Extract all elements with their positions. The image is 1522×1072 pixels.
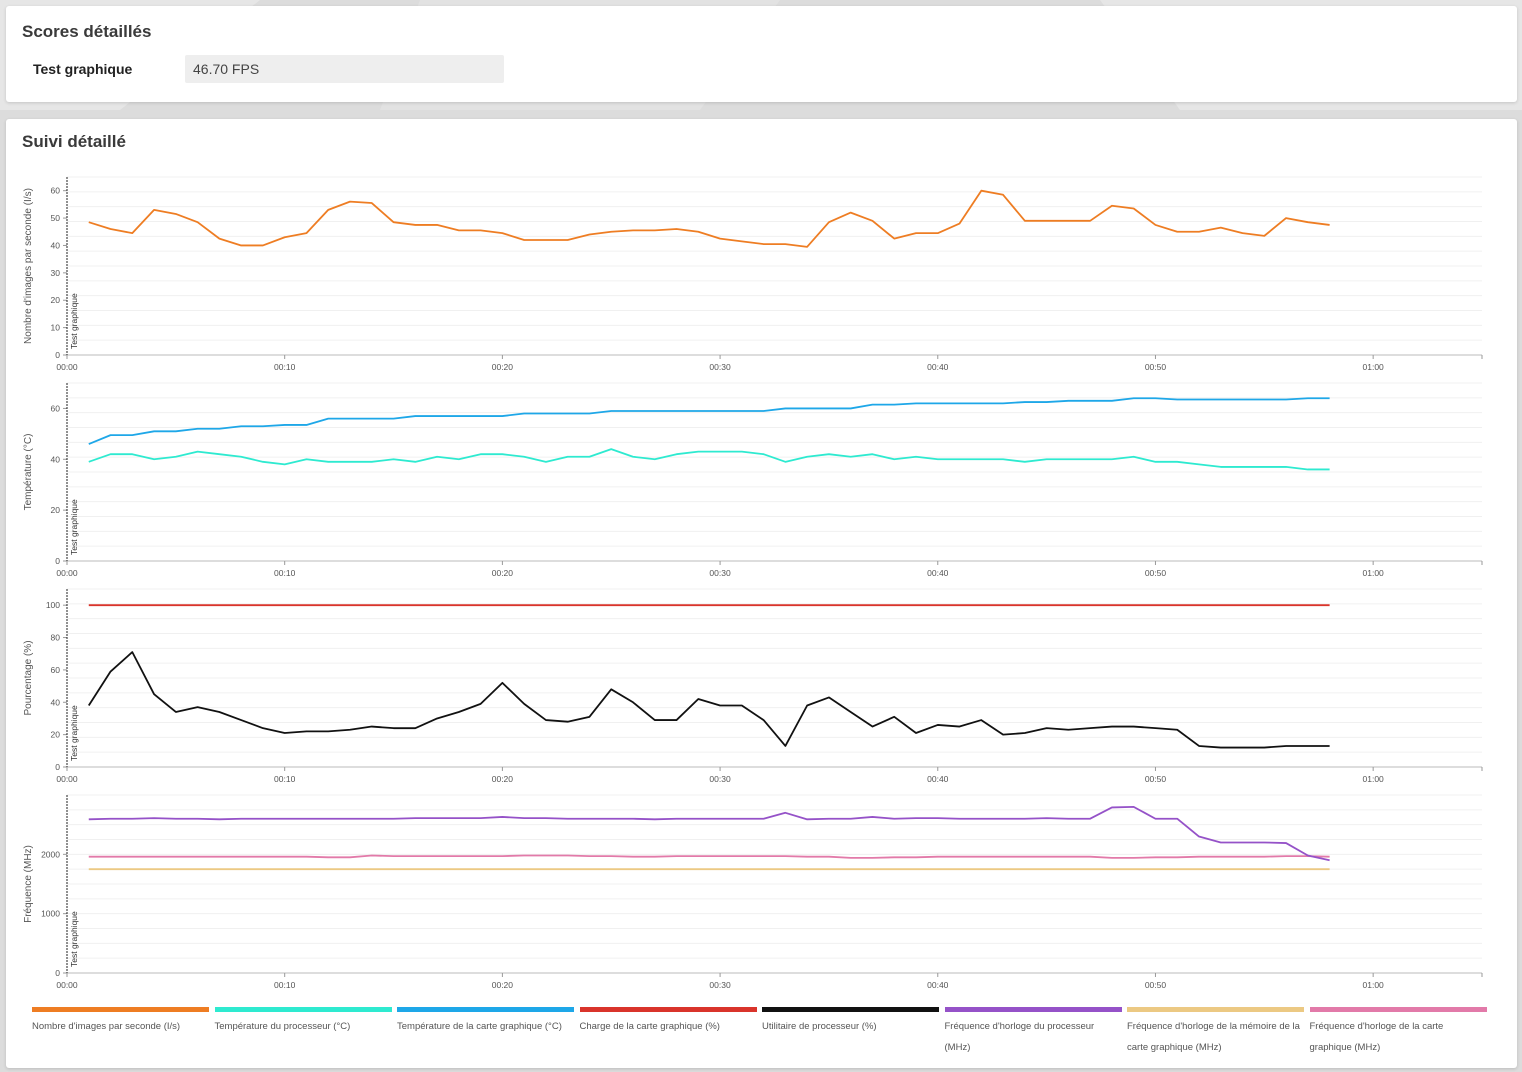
x-tick-label: 00:30: [709, 774, 731, 784]
series-line: [88, 189, 1330, 248]
x-tick-label: 00:30: [709, 980, 731, 990]
legend-label: Utilitaire de processeur (%): [762, 1021, 877, 1032]
test-marker-label: Test graphique: [69, 705, 79, 761]
y-tick-label: 10: [51, 323, 61, 333]
x-tick-label: 00:50: [1145, 774, 1167, 784]
legend-label: Fréquence d'horloge de la mémoire de la …: [1127, 1021, 1300, 1053]
detailed-scores-panel: Scores détaillés Test graphique 46.70 FP…: [6, 6, 1517, 102]
y-tick-label: 30: [51, 268, 61, 278]
y-tick-label: 0: [55, 762, 60, 772]
legend-swatch: [214, 1007, 392, 1012]
chart-frequency: 0 1000 2000 00:00 00:10 00:20 00:30 00:40 00:50 0…: [23, 794, 1483, 990]
x-tick-label: 01:00: [1363, 980, 1385, 990]
legend-label: Température de la carte graphique (°C): [397, 1021, 562, 1032]
series-line: [88, 448, 1330, 471]
legend-swatch: [1127, 1007, 1304, 1012]
x-tick-label: 00:20: [492, 980, 514, 990]
y-tick-label: 80: [51, 633, 61, 643]
x-tick-label: 01:00: [1363, 568, 1385, 578]
x-tick-label: 00:00: [56, 774, 78, 784]
legend-item[interactable]: Utilitaire de processeur (%): [762, 1007, 939, 1037]
y-tick-label: 100: [46, 600, 60, 610]
legend-item[interactable]: Fréquence d'horloge de la carte graphiqu…: [1309, 1007, 1487, 1058]
legend-swatch: [944, 1007, 1122, 1012]
score-label: Test graphique: [33, 61, 133, 77]
x-tick-label: 00:00: [56, 568, 78, 578]
legend-swatch: [32, 1007, 209, 1012]
chart-fps: 0 10 20 30 40 50 60 00:00 00:10 00:20 00:30 00:40 00…: [23, 176, 1483, 372]
legend-item[interactable]: Température du processeur (°C): [214, 1007, 392, 1037]
x-tick-label: 00:10: [274, 980, 296, 990]
x-tick-label: 01:00: [1363, 774, 1385, 784]
test-marker-label: Test graphique: [69, 911, 79, 967]
x-tick-label: 00:00: [56, 980, 78, 990]
y-tick-label: 1000: [41, 909, 60, 919]
y-tick-label: 20: [51, 730, 61, 740]
chart-legend: Nombre d'images par seconde (I/s) Tempéra…: [32, 1007, 1497, 1057]
x-tick-label: 00:40: [927, 568, 949, 578]
x-tick-label: 00:20: [492, 774, 514, 784]
legend-swatch: [762, 1007, 939, 1012]
y-axis-label: Nombre d'images par seconde (I/s): [23, 188, 34, 344]
legend-label: Charge de la carte graphique (%): [579, 1021, 720, 1032]
y-tick-label: 20: [51, 295, 61, 305]
y-tick-label: 0: [55, 556, 60, 566]
y-tick-label: 40: [51, 454, 61, 464]
x-tick-label: 00:40: [927, 774, 949, 784]
series-line: [88, 805, 1330, 862]
x-tick-label: 00:30: [709, 568, 731, 578]
legend-item[interactable]: Température de la carte graphique (°C): [397, 1007, 574, 1037]
legend-item[interactable]: Charge de la carte graphique (%): [579, 1007, 757, 1037]
x-tick-label: 00:20: [492, 568, 514, 578]
chart-temperature: 0 20 40 60 00:00 00:10 00:20 00:30 00:40 00:50 01:…: [23, 382, 1483, 578]
x-tick-label: 00:50: [1145, 980, 1167, 990]
detailed-tracking-title: Suivi détaillé: [22, 132, 126, 151]
y-tick-label: 2000: [41, 849, 60, 859]
x-tick-label: 01:00: [1363, 362, 1385, 372]
x-tick-label: 00:10: [274, 362, 296, 372]
legend-label: Fréquence d'horloge du processeur (MHz): [944, 1021, 1095, 1053]
score-value: 46.70 FPS: [185, 55, 504, 83]
x-tick-label: 00:40: [927, 980, 949, 990]
chart-percentage: 0 20 40 60 80 100 00:00 00:10 00:20 00:30 00:40 00:…: [23, 588, 1483, 784]
legend-swatch: [1309, 1007, 1487, 1012]
x-tick-label: 00:30: [709, 362, 731, 372]
test-marker-label: Test graphique: [69, 293, 79, 349]
legend-label: Fréquence d'horloge de la carte graphiqu…: [1309, 1021, 1444, 1053]
x-tick-label: 00:50: [1145, 568, 1167, 578]
legend-item[interactable]: Nombre d'images par seconde (I/s): [32, 1007, 209, 1037]
y-tick-label: 20: [51, 505, 61, 515]
y-tick-label: 0: [55, 968, 60, 978]
x-tick-label: 00:00: [56, 362, 78, 372]
y-tick-label: 60: [51, 186, 61, 196]
y-tick-label: 0: [55, 350, 60, 360]
legend-swatch: [397, 1007, 574, 1012]
legend-swatch: [579, 1007, 757, 1012]
y-tick-label: 40: [51, 697, 61, 707]
y-axis-label: Température (°C): [23, 434, 34, 511]
legend-label: Nombre d'images par seconde (I/s): [32, 1021, 181, 1032]
legend-item[interactable]: Fréquence d'horloge de la mémoire de la …: [1127, 1007, 1304, 1058]
legend-label: Température du processeur (°C): [214, 1021, 351, 1032]
y-tick-label: 60: [51, 403, 61, 413]
x-tick-label: 00:40: [927, 362, 949, 372]
y-axis-label: Pourcentage (%): [23, 640, 34, 715]
legend-item[interactable]: Fréquence d'horloge du processeur (MHz): [944, 1007, 1122, 1058]
y-tick-label: 50: [51, 213, 61, 223]
y-tick-label: 60: [51, 665, 61, 675]
detailed-scores-title: Scores détaillés: [22, 22, 152, 41]
series-line: [88, 397, 1330, 445]
series-line: [88, 854, 1330, 859]
x-tick-label: 00:20: [492, 362, 514, 372]
x-tick-label: 00:10: [274, 774, 296, 784]
y-tick-label: 40: [51, 240, 61, 250]
y-axis-label: Fréquence (MHz): [23, 845, 34, 923]
detailed-tracking-panel: Suivi détaillé 0 10 20 30 40 50 60 00:00 00:10 00…: [6, 119, 1517, 1068]
series-line: [88, 651, 1330, 749]
x-tick-label: 00:50: [1145, 362, 1167, 372]
test-marker-label: Test graphique: [69, 499, 79, 555]
x-tick-label: 00:10: [274, 568, 296, 578]
